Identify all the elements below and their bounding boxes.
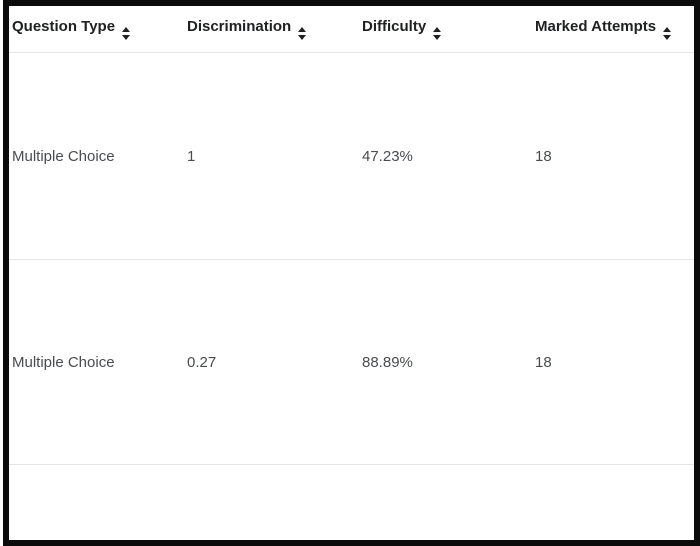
column-header-marked-attempts[interactable]: Marked Attempts [532,6,694,53]
column-header-discrimination[interactable]: Discrimination [184,6,359,53]
cell-question-type: Multiple Choice [9,52,184,260]
table-row: Multiple Choice 1 47.23% 18 [9,52,694,260]
question-statistics-table: Question Type Discrimination Difficulty … [9,6,694,465]
table-row: Multiple Choice 0.27 88.89% 18 [9,259,694,465]
cell-marked-attempts: 18 [532,259,694,465]
cell-discrimination: 1 [184,52,359,260]
sort-icon [663,27,672,40]
sort-icon [298,27,307,40]
column-header-label: Difficulty [362,18,427,35]
sort-icon [122,27,131,40]
cell-discrimination: 0.27 [184,259,359,465]
cell-marked-attempts: 18 [532,52,694,260]
column-header-difficulty[interactable]: Difficulty [359,6,532,53]
header-row: Question Type Discrimination Difficulty … [9,6,694,53]
column-header-label: Marked Attempts [535,18,657,35]
column-header-question-type[interactable]: Question Type [9,6,184,53]
cell-difficulty: 88.89% [359,259,532,465]
empty-footer-area [9,465,694,540]
cell-question-type: Multiple Choice [9,259,184,465]
table-header: Question Type Discrimination Difficulty … [9,6,694,53]
table-frame: Question Type Discrimination Difficulty … [3,0,700,546]
column-header-label: Question Type [12,18,116,35]
column-header-label: Discrimination [187,18,292,35]
cell-difficulty: 47.23% [359,52,532,260]
sort-icon [433,27,442,40]
table-body: Multiple Choice 1 47.23% 18 Multiple Cho… [9,52,694,465]
